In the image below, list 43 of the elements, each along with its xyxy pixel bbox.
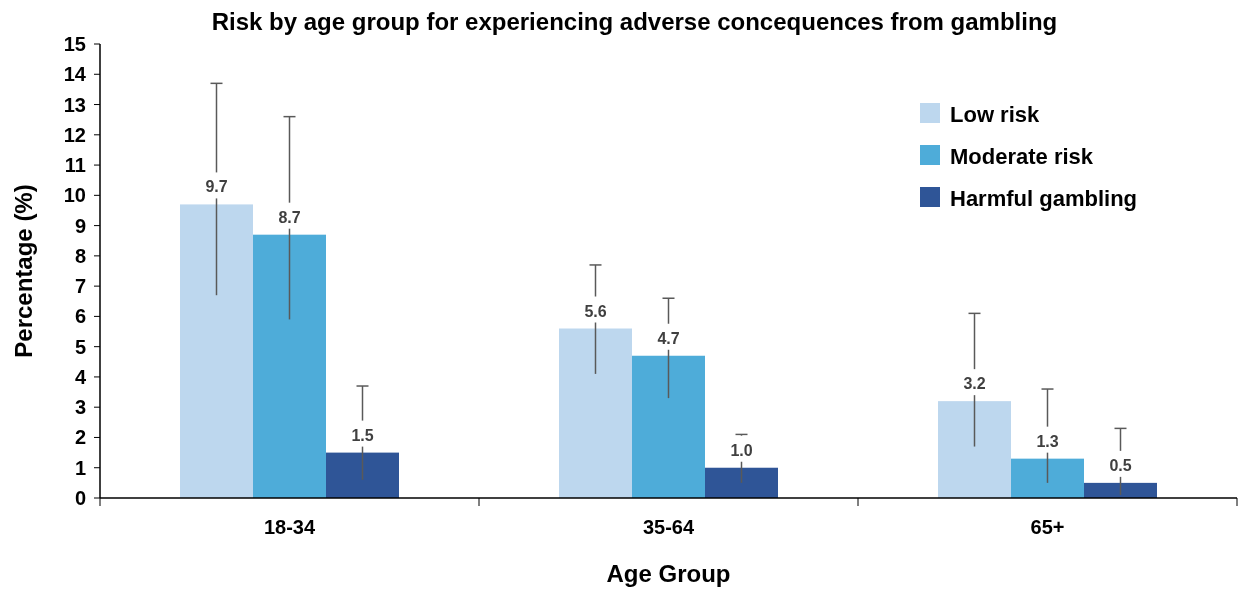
y-tick-label: 1	[74, 456, 86, 479]
y-tick-label: 15	[63, 33, 86, 55]
y-tick-label: 11	[64, 154, 86, 177]
bar	[705, 467, 778, 498]
bar	[1011, 458, 1084, 498]
bar	[180, 204, 253, 498]
y-tick-label: 8	[74, 244, 86, 267]
bar	[632, 355, 705, 498]
data-label: 1.3	[1036, 432, 1059, 450]
data-label: 3.2	[963, 375, 986, 393]
x-axis-title: Age Group	[606, 560, 731, 587]
y-tick-label: 5	[74, 335, 86, 358]
bar	[559, 328, 632, 498]
legend-label: Moderate risk	[950, 144, 1094, 169]
bar	[938, 401, 1011, 498]
y-axis-title: Percentage (%)	[10, 184, 37, 358]
y-tick-label: 7	[74, 275, 86, 298]
bar	[1084, 482, 1157, 498]
x-tick-label: 18-34	[263, 516, 316, 538]
y-tick-label: 14	[63, 63, 87, 86]
data-label: 1.5	[351, 426, 374, 444]
data-label: 8.7	[278, 208, 301, 226]
y-tick-label: 6	[74, 305, 86, 328]
y-tick-label: 12	[63, 123, 86, 146]
data-label: 5.6	[584, 302, 607, 320]
legend-label: Low risk	[950, 102, 1041, 127]
y-tick-label: 2	[74, 426, 86, 449]
bar	[253, 234, 326, 498]
data-label: 0.5	[1109, 456, 1132, 474]
y-tick-label: 3	[74, 396, 86, 419]
legend-label: Harmful gambling	[950, 186, 1138, 211]
y-tick-label: 9	[74, 214, 86, 237]
y-tick-label: 10	[63, 184, 86, 207]
data-label: 9.7	[205, 178, 228, 196]
chart-title: Risk by age group for experiencing adverse concequences from gambling	[211, 8, 1058, 35]
bar	[326, 452, 399, 498]
data-label: 1.0	[730, 441, 753, 459]
x-tick-label: 35-64	[642, 516, 695, 538]
y-tick-label: 13	[63, 93, 86, 116]
y-tick-label: 0	[74, 487, 86, 509]
data-label: 4.7	[657, 329, 680, 347]
y-tick-label: 4	[74, 365, 87, 388]
x-tick-label: 65+	[1030, 516, 1065, 538]
